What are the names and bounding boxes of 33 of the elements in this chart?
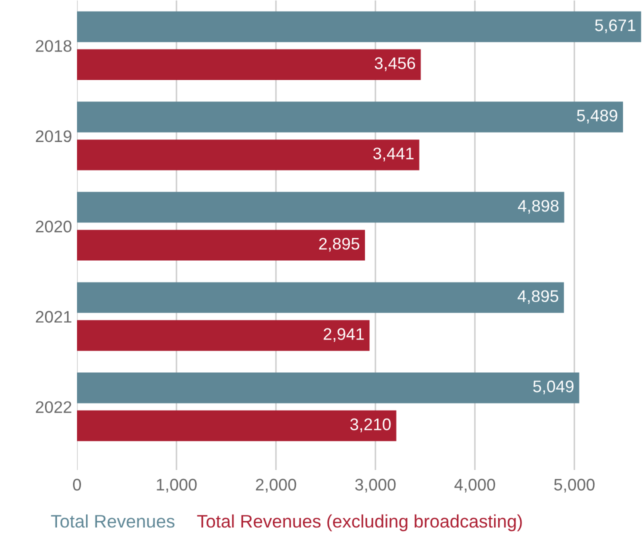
data-label: 5,049 <box>533 380 574 394</box>
data-label: 2,895 <box>319 238 360 252</box>
data-label: 5,671 <box>595 19 636 34</box>
y-tick-label: 2018 <box>36 40 72 52</box>
x-tick-label: 4,000 <box>454 478 496 493</box>
data-label: 2,941 <box>324 328 364 342</box>
bar <box>77 282 564 313</box>
x-tick-label: 2,000 <box>256 478 296 493</box>
data-label: 3,210 <box>350 418 391 432</box>
data-label: 4,895 <box>518 290 558 304</box>
bar <box>77 320 370 351</box>
y-tick-label: 2020 <box>36 220 72 232</box>
bar <box>77 410 396 442</box>
x-tick-label: 1,000 <box>156 478 197 493</box>
x-tick-label: 5,000 <box>554 478 595 493</box>
text: Total Revenues (excluding broadcasting) <box>197 514 522 532</box>
y-tick-label: 2021 <box>36 310 72 323</box>
bar <box>77 192 564 223</box>
x-tick-label: 3,000 <box>355 478 396 493</box>
bar <box>77 11 642 42</box>
data-label: 4,898 <box>518 200 559 214</box>
y-tick-label: 2019 <box>36 130 72 142</box>
data-label: 5,489 <box>577 110 618 124</box>
bar <box>77 372 580 404</box>
data-label: 3,441 <box>373 148 414 162</box>
text: Total Revenues <box>51 514 174 528</box>
x-tick-label: 0 <box>73 478 81 491</box>
bar <box>77 140 420 170</box>
y-tick-label: 2022 <box>36 401 72 414</box>
bar <box>77 49 421 80</box>
data-label: 3,456 <box>374 57 416 72</box>
bar <box>77 230 365 261</box>
bar <box>77 102 624 132</box>
